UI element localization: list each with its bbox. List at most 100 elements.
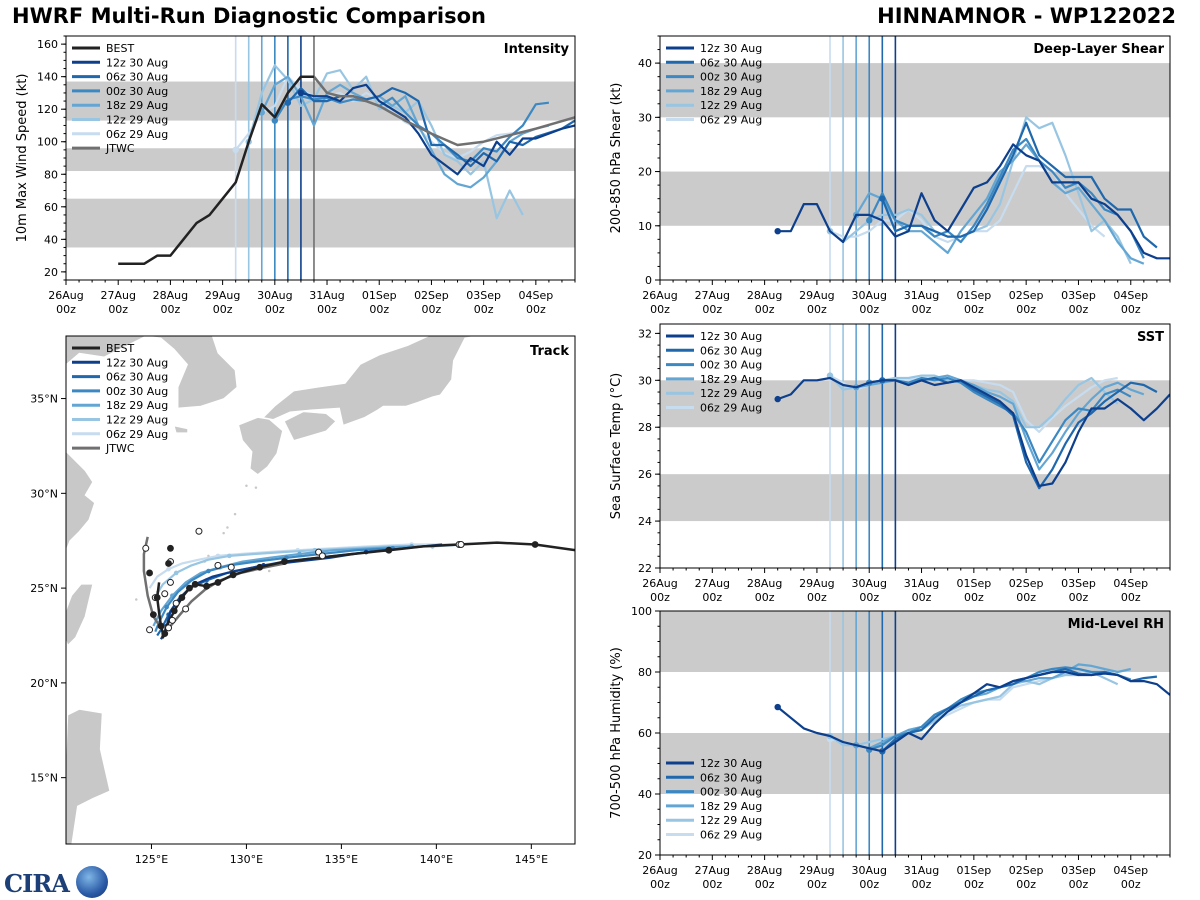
shear-series-12z-29-aug — [829, 116, 1132, 265]
track-best-marker — [385, 546, 393, 554]
shear-xtick-hour: 00z — [702, 303, 722, 316]
track-best-marker — [165, 560, 172, 567]
intensity-xtick-date: 29Aug — [205, 289, 240, 302]
shear-ytick-label: 30 — [638, 111, 652, 124]
small-island — [253, 485, 258, 490]
sst-legend-label: 18z 29 Aug — [700, 373, 762, 386]
track-legend-label: 06z 29 Aug — [106, 428, 168, 441]
shear-series-06z-30-aug — [881, 121, 1158, 249]
kyushu-landmass — [238, 417, 283, 475]
rh-legend-label: 12z 29 Aug — [700, 814, 762, 827]
intensity-ytick-label: 80 — [44, 168, 58, 181]
shear-ytick-label: 20 — [638, 166, 652, 179]
track-legend-label: 00z 30 Aug — [106, 385, 168, 398]
intensity-xtick-hour: 00z — [265, 303, 285, 316]
shear-band — [660, 63, 1170, 118]
intensity-xtick-date: 26Aug — [48, 289, 83, 302]
cira-globe-icon — [76, 866, 108, 898]
shear-legend-label: 18z 29 Aug — [700, 85, 762, 98]
shear-init-point — [879, 195, 886, 202]
intensity-ytick-label: 60 — [44, 201, 58, 214]
track-best-marker — [149, 611, 157, 619]
sst-xtick-date: 27Aug — [695, 577, 730, 590]
intensity-xtick-hour: 00z — [213, 303, 233, 316]
intensity-legend-label: 12z 29 Aug — [106, 114, 168, 127]
shear-xtick-date: 27Aug — [695, 289, 730, 302]
intensity-series-best — [118, 75, 314, 265]
track-point — [173, 570, 179, 576]
rh-xtick-date: 29Aug — [799, 864, 834, 877]
rh-xtick-hour: 00z — [1069, 878, 1089, 891]
rh-xtick-hour: 00z — [807, 878, 827, 891]
rh-xtick-hour: 00z — [912, 878, 932, 891]
intensity-panel: 2040608010012014016026Aug00z27Aug00z28Au… — [15, 35, 576, 316]
track-open-marker — [182, 605, 190, 613]
small-island — [221, 531, 226, 536]
shear-ylabel: 200-850 hPa Shear (kt) — [609, 83, 624, 234]
rh-xtick-date: 01Sep — [956, 864, 991, 877]
sst-legend-label: 12z 29 Aug — [700, 387, 762, 400]
sst-xtick-date: 28Aug — [747, 577, 782, 590]
shear-legend-label: 06z 30 Aug — [700, 56, 762, 69]
shear-xtick-date: 03Sep — [1061, 289, 1096, 302]
shikoku-landmass — [283, 411, 337, 441]
track-open-marker — [214, 561, 222, 569]
track-best-marker — [531, 541, 539, 548]
track-best-marker — [203, 582, 210, 590]
track-point — [206, 568, 211, 574]
track-legend-label: JTWC — [105, 442, 135, 455]
track-ytick-label: 15°N — [30, 772, 58, 785]
intensity-series-12z-30-aug — [300, 83, 575, 176]
shear-xtick-date: 31Aug — [904, 289, 939, 302]
rh-xtick-date: 26Aug — [642, 864, 677, 877]
sst-xtick-date: 04Sep — [1113, 577, 1148, 590]
shear-legend-label: 00z 30 Aug — [700, 71, 762, 84]
intensity-xtick-hour: 00z — [474, 303, 494, 316]
intensity-xtick-date: 03Sep — [466, 289, 501, 302]
intensity-xtick-date: 27Aug — [100, 289, 135, 302]
taiwan-landmass — [66, 583, 94, 646]
intensity-title: Intensity — [504, 42, 570, 57]
shear-xtick-hour: 00z — [1016, 303, 1036, 316]
shear-xtick-date: 01Sep — [956, 289, 991, 302]
sst-legend-label: 06z 30 Aug — [700, 344, 762, 357]
shear-xtick-hour: 00z — [859, 303, 879, 316]
track-panel: 125°E 130°E 135°E 140°E 145°E 15°N 20°N 25°N 30°… — [30, 335, 576, 866]
rh-panel: 2040608010026Aug00z27Aug00z28Aug00z29Aug… — [609, 605, 1171, 891]
shear-series-12z-30-aug — [777, 143, 1170, 260]
figure-title: HWRF Multi-Run Diagnostic Comparison — [12, 4, 487, 28]
sst-title: SST — [1137, 330, 1164, 345]
shear-xtick-date: 26Aug — [642, 289, 677, 302]
rh-xtick-hour: 00z — [964, 878, 984, 891]
sst-band — [660, 474, 1170, 522]
rh-title: Mid-Level RH — [1068, 617, 1164, 632]
sst-ytick-label: 24 — [638, 515, 652, 528]
sst-series-06z-30-aug — [882, 376, 1158, 490]
track-best-marker — [214, 579, 222, 586]
sst-xtick-hour: 00z — [1069, 591, 1089, 604]
shear-panel: 01020304026Aug00z27Aug00z28Aug00z29Aug00… — [609, 35, 1171, 316]
small-island — [233, 512, 237, 517]
shear-ytick-label: 10 — [638, 220, 652, 233]
sst-xtick-hour: 00z — [1121, 591, 1141, 604]
track-best-marker — [256, 563, 264, 571]
sst-series-00z-30-aug — [869, 376, 1132, 464]
sst-legend-label: 12z 30 Aug — [700, 330, 762, 343]
track-best-marker — [157, 622, 165, 630]
rh-ytick-label: 20 — [638, 849, 652, 862]
sst-ytick-label: 28 — [638, 421, 652, 434]
track-open-marker — [161, 590, 169, 598]
rh-xtick-date: 30Aug — [851, 864, 886, 877]
intensity-init-point — [271, 117, 279, 124]
sst-xtick-hour: 00z — [650, 591, 670, 604]
intensity-band — [66, 198, 575, 248]
rh-series-18z-29-aug — [855, 663, 1132, 750]
sst-ytick-label: 30 — [638, 374, 652, 387]
jeju-island — [173, 425, 188, 434]
luzon-landmass — [66, 571, 111, 844]
track-open-marker — [195, 527, 203, 535]
china-coast-east — [66, 451, 95, 551]
sst-xtick-hour: 00z — [807, 591, 827, 604]
track-frame — [65, 335, 576, 845]
track-title: Track — [530, 344, 569, 359]
